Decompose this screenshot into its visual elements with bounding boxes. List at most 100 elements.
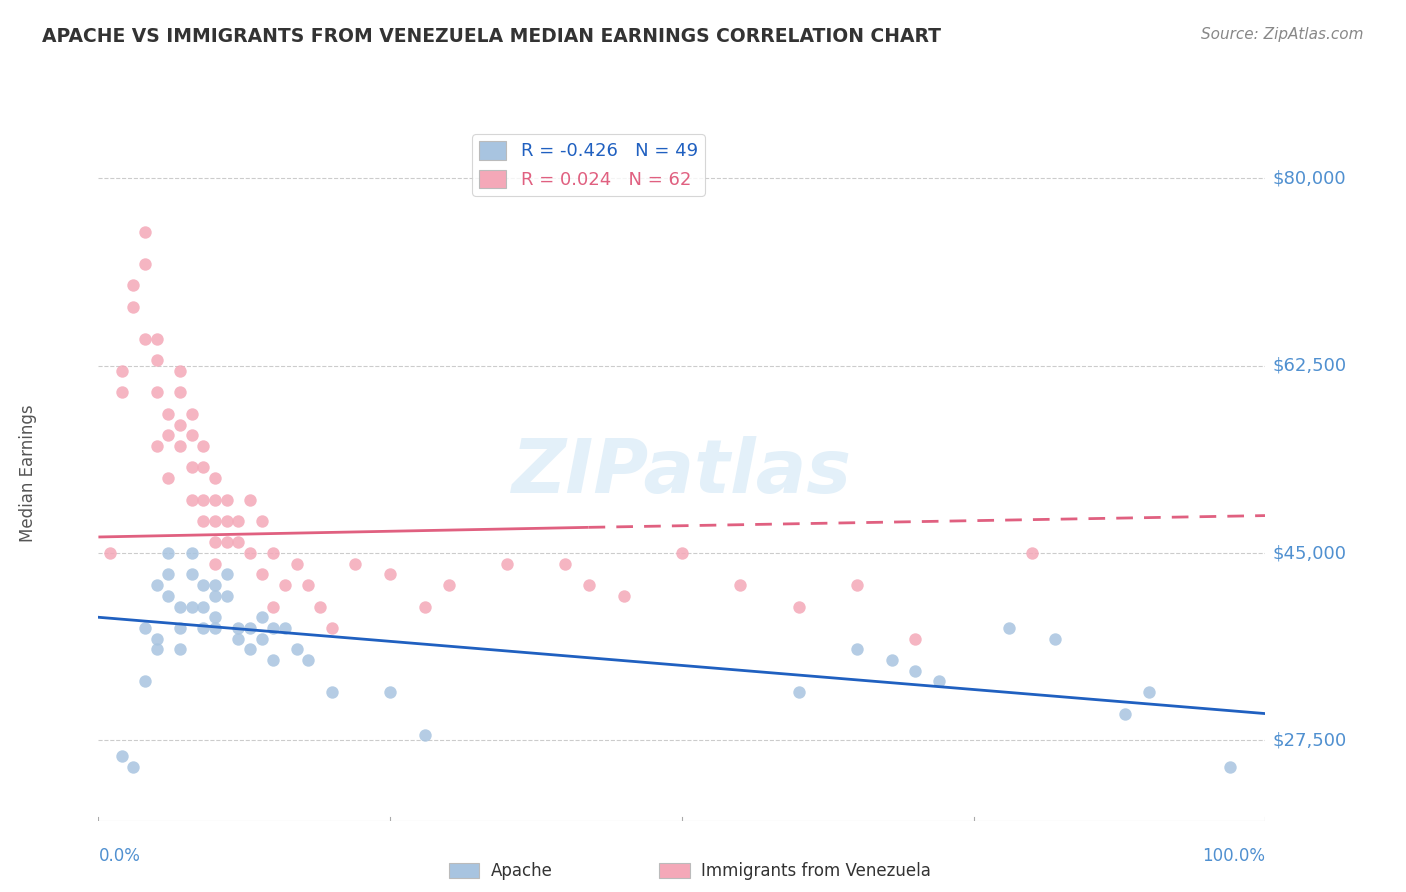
Point	[169, 364, 191, 378]
Point	[378, 567, 402, 582]
Point	[250, 632, 273, 646]
Point	[250, 567, 273, 582]
Point	[134, 621, 156, 635]
Point	[134, 332, 156, 346]
Point	[228, 632, 250, 646]
Point	[904, 664, 927, 678]
Text: Median Earnings: Median Earnings	[20, 404, 37, 541]
Point	[1045, 632, 1067, 646]
Point	[880, 653, 903, 667]
Point	[997, 621, 1019, 635]
Text: $45,000: $45,000	[1272, 544, 1347, 562]
Point	[146, 439, 169, 453]
Point	[274, 578, 297, 592]
Point	[134, 674, 156, 689]
Point	[204, 535, 226, 549]
Point	[134, 257, 156, 271]
Point	[413, 599, 436, 614]
Point	[274, 621, 297, 635]
Point	[787, 685, 810, 699]
Text: $27,500: $27,500	[1272, 731, 1347, 749]
Point	[495, 557, 517, 571]
Point	[309, 599, 332, 614]
Point	[904, 632, 927, 646]
Text: $80,000: $80,000	[1272, 169, 1346, 187]
Point	[157, 407, 180, 421]
Point	[193, 578, 215, 592]
Point	[228, 514, 250, 528]
Point	[437, 578, 460, 592]
Point	[250, 610, 273, 624]
Point	[193, 621, 215, 635]
Point	[239, 621, 262, 635]
Point	[180, 428, 202, 442]
Point	[169, 642, 191, 657]
Point	[239, 546, 262, 560]
Point	[146, 642, 169, 657]
Point	[215, 535, 238, 549]
Point	[180, 599, 202, 614]
Point	[671, 546, 693, 560]
Point	[297, 578, 319, 592]
Point	[157, 546, 180, 560]
Text: Source: ZipAtlas.com: Source: ZipAtlas.com	[1201, 27, 1364, 42]
Point	[146, 385, 169, 400]
Point	[157, 567, 180, 582]
Point	[122, 760, 145, 774]
Point	[180, 567, 202, 582]
Point	[928, 674, 950, 689]
Point	[180, 492, 202, 507]
Point	[122, 278, 145, 293]
Point	[193, 514, 215, 528]
Point	[146, 632, 169, 646]
Point	[578, 578, 600, 592]
Point	[730, 578, 752, 592]
Point	[180, 546, 202, 560]
Point	[180, 407, 202, 421]
Point	[215, 514, 238, 528]
Text: 0.0%: 0.0%	[98, 847, 141, 865]
Point	[204, 589, 226, 603]
Point	[262, 546, 284, 560]
Point	[204, 610, 226, 624]
Text: Immigrants from Venezuela: Immigrants from Venezuela	[700, 862, 931, 880]
Point	[204, 621, 226, 635]
Legend: R = -0.426   N = 49, R = 0.024   N = 62: R = -0.426 N = 49, R = 0.024 N = 62	[472, 134, 704, 196]
Point	[285, 557, 308, 571]
Point	[134, 225, 156, 239]
Point	[1137, 685, 1160, 699]
Point	[215, 589, 238, 603]
Point	[157, 589, 180, 603]
Point	[297, 653, 319, 667]
Point	[413, 728, 436, 742]
Point	[98, 546, 121, 560]
Point	[204, 514, 226, 528]
Point	[215, 492, 238, 507]
Point	[344, 557, 367, 571]
Point	[228, 535, 250, 549]
Point	[169, 385, 191, 400]
Point	[250, 514, 273, 528]
Point	[239, 642, 262, 657]
Point	[285, 642, 308, 657]
Point	[146, 353, 169, 368]
Text: ZIPatlas: ZIPatlas	[512, 436, 852, 509]
Text: Apache: Apache	[491, 862, 553, 880]
Point	[321, 621, 343, 635]
Point	[204, 492, 226, 507]
Point	[169, 417, 191, 432]
Point	[204, 557, 226, 571]
Point	[193, 439, 215, 453]
Point	[169, 599, 191, 614]
Point	[1021, 546, 1043, 560]
Point	[146, 332, 169, 346]
Point	[204, 471, 226, 485]
Point	[228, 621, 250, 635]
Point	[612, 589, 634, 603]
Point	[180, 460, 202, 475]
Point	[169, 621, 191, 635]
Point	[193, 599, 215, 614]
Point	[262, 621, 284, 635]
Text: APACHE VS IMMIGRANTS FROM VENEZUELA MEDIAN EARNINGS CORRELATION CHART: APACHE VS IMMIGRANTS FROM VENEZUELA MEDI…	[42, 27, 941, 45]
Point	[262, 599, 284, 614]
